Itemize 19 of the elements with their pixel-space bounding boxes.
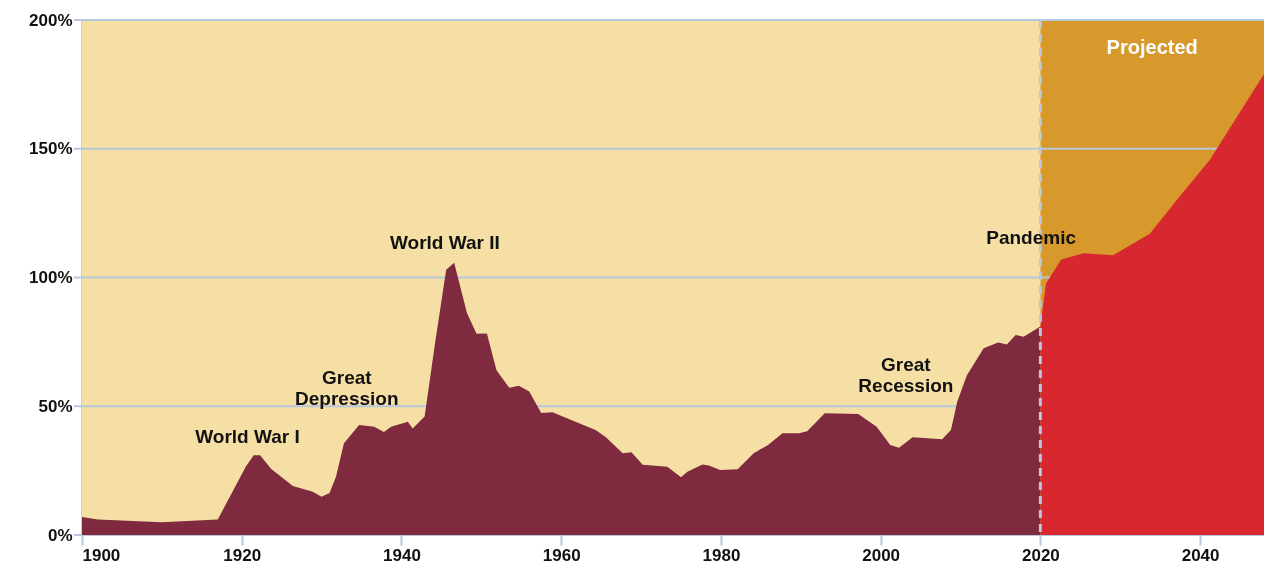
x-tick-label: 2000 — [862, 545, 901, 565]
y-tick-label: 200% — [29, 10, 73, 30]
x-tick-label: 1940 — [383, 545, 421, 565]
x-tick-label: 1980 — [702, 545, 741, 565]
y-tick-label: 150% — [29, 139, 73, 159]
y-tick-label: 100% — [29, 268, 73, 287]
y-tick-label: 0% — [47, 525, 73, 545]
annotation: World War II — [389, 231, 500, 253]
y-tick-label: 50% — [38, 396, 73, 416]
x-tick-label: 2020 — [1021, 545, 1060, 565]
x-tick-label: 1920 — [223, 545, 262, 565]
annotation: World War I — [195, 426, 300, 448]
x-tick-label: 1900 — [82, 545, 121, 565]
band-label: Projected — [1106, 36, 1198, 58]
x-tick-label: 2040 — [1181, 545, 1220, 565]
x-tick-label: 1960 — [542, 545, 581, 565]
annotation: Great Depression — [295, 366, 399, 409]
annotation: Pandemic — [986, 226, 1077, 248]
annotation: Great Recession — [858, 354, 954, 397]
